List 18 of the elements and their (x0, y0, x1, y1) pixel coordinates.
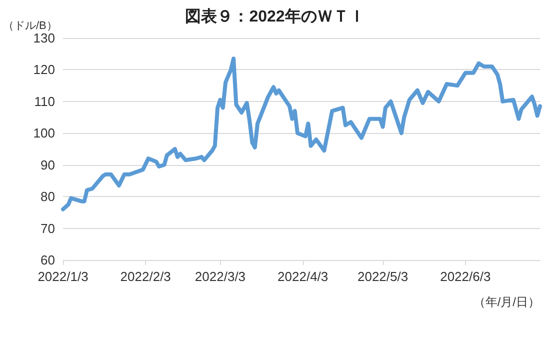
y-tick-label: 100 (33, 126, 55, 141)
y-tick-label: 120 (33, 62, 55, 78)
x-tick-label: 2022/5/3 (357, 269, 408, 284)
y-tick-label: 60 (40, 252, 55, 268)
x-tick-label: 2022/1/3 (38, 269, 88, 284)
y-tick-label: 90 (40, 157, 55, 172)
chart-title: 図表９：2022年のＷＴＩ (185, 8, 365, 26)
y-tick-label: 130 (33, 30, 55, 46)
x-axis-title: （年/月/日） (473, 295, 540, 309)
x-tick-label: 2022/2/3 (120, 269, 171, 284)
x-tick-label: 2022/6/3 (440, 269, 491, 284)
y-tick-label: 70 (40, 220, 55, 236)
y-tick-label: 110 (34, 94, 55, 109)
y-tick-label: 80 (40, 189, 55, 204)
x-tick-label: 2022/4/3 (278, 269, 328, 284)
y-axis-title: （ドル/B） (3, 20, 58, 32)
x-tick-label: 2022/3/3 (194, 269, 246, 284)
line-series (61, 56, 542, 212)
